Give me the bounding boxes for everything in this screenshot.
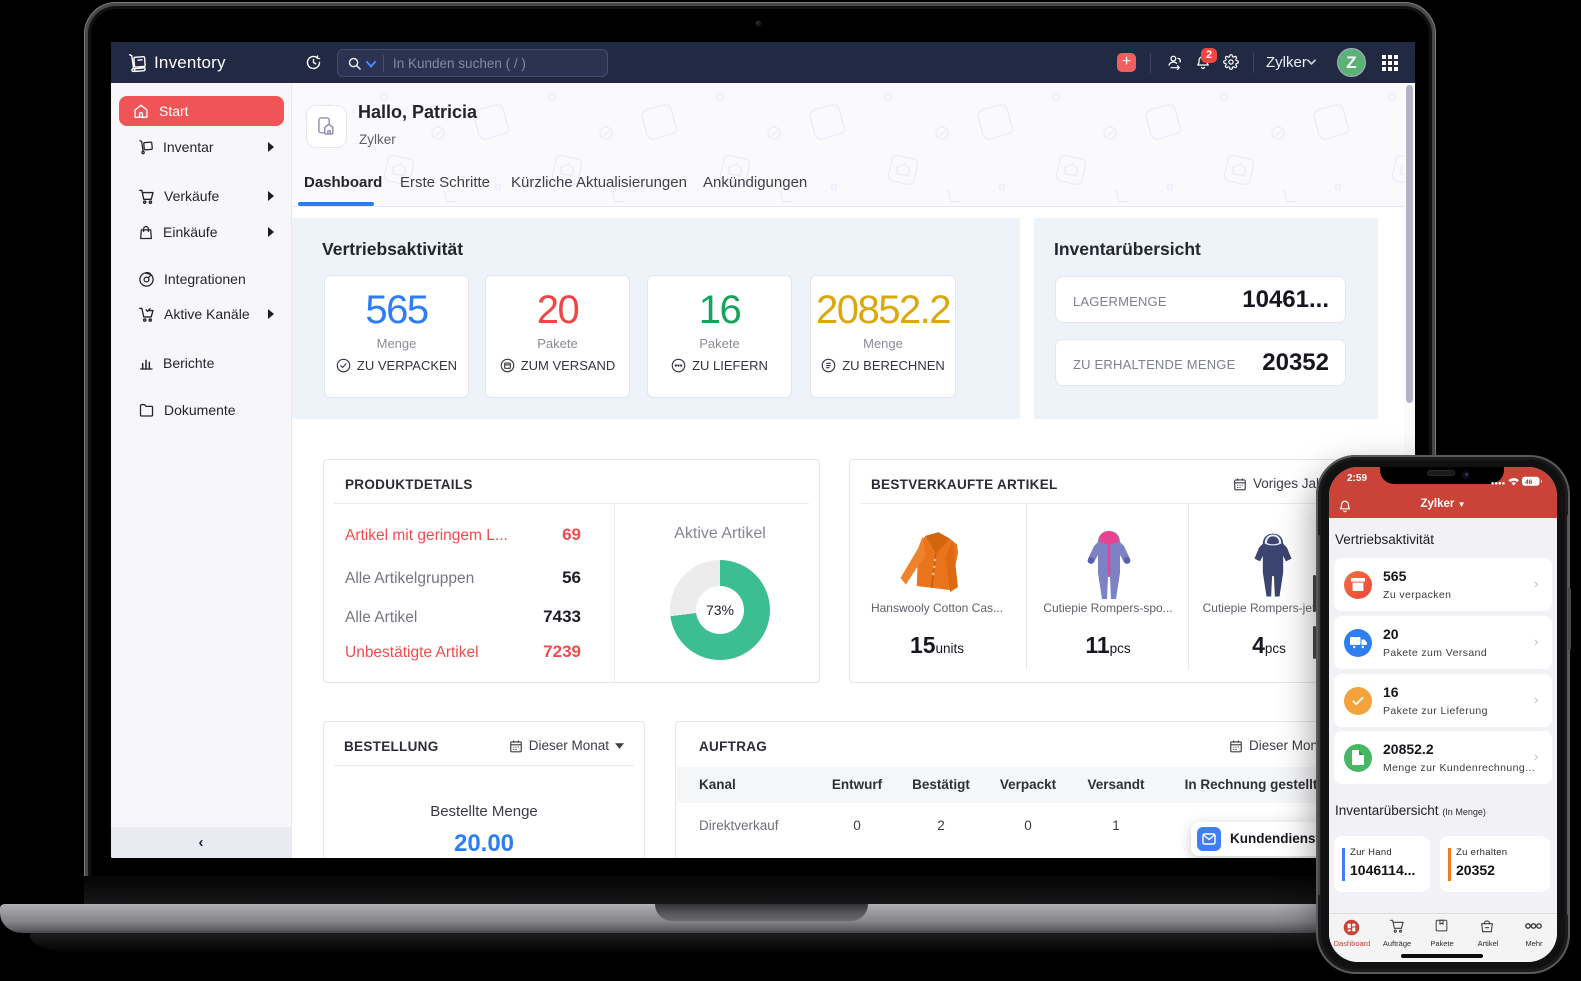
svg-text:46: 46 <box>1525 479 1533 486</box>
